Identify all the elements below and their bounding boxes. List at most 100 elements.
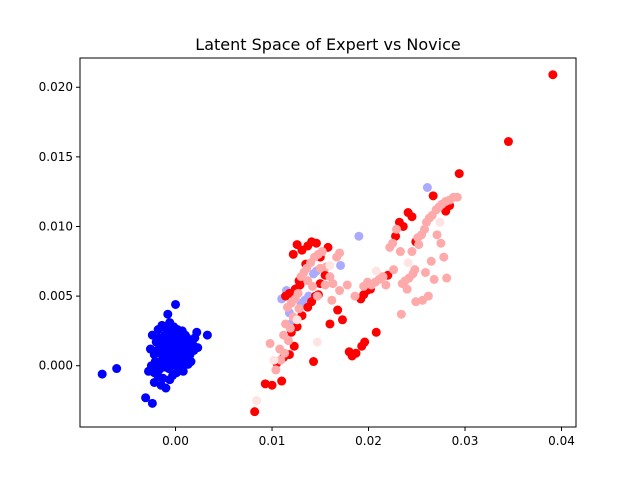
- data-point-s2-44: [398, 221, 408, 231]
- points-layer: [97, 70, 558, 417]
- plot-frame: [79, 57, 577, 428]
- data-point-s4-0: [252, 396, 262, 406]
- data-point-s3-52: [436, 238, 446, 248]
- data-point-s1-9: [336, 260, 346, 270]
- data-point-s0-79: [164, 364, 174, 374]
- data-point-s3-37: [410, 265, 420, 275]
- data-point-s0-77: [147, 330, 157, 340]
- data-point-s3-63: [426, 256, 436, 266]
- data-point-s3-75: [350, 291, 360, 301]
- data-point-s3-40: [420, 224, 429, 234]
- data-point-s0-86: [174, 341, 184, 351]
- data-point-s0-2: [141, 393, 151, 403]
- data-point-s3-38: [414, 240, 424, 250]
- chart-title: Latent Space of Expert vs Novice: [195, 35, 460, 54]
- data-point-s0-80: [173, 348, 183, 358]
- data-point-s3-31: [392, 224, 402, 234]
- data-point-s2-40: [371, 327, 381, 337]
- data-point-s3-23: [315, 263, 325, 273]
- data-point-s3-17: [328, 279, 338, 289]
- data-point-s2-19: [288, 249, 298, 259]
- data-point-s0-0: [97, 369, 107, 379]
- data-point-s0-83: [168, 336, 178, 346]
- y-tick-label: 0.005: [39, 289, 73, 303]
- data-point-s3-50: [452, 192, 462, 202]
- x-tick-label: 0.01: [259, 434, 286, 448]
- data-point-s4-4: [325, 260, 335, 270]
- data-point-s2-28: [325, 319, 335, 329]
- y-tick-label: 0.010: [39, 219, 73, 233]
- data-point-s0-89: [162, 327, 172, 337]
- data-point-s0-63: [172, 325, 182, 335]
- data-point-s3-24: [320, 280, 330, 290]
- data-point-s0-30: [202, 330, 212, 340]
- data-point-s3-64: [420, 267, 430, 277]
- data-point-s0-64: [163, 309, 173, 319]
- data-point-s3-57: [418, 295, 428, 305]
- y-tick-label: 0.015: [39, 150, 73, 164]
- data-point-s0-82: [181, 344, 191, 354]
- data-point-s0-88: [182, 333, 192, 343]
- data-point-s3-32: [395, 247, 405, 257]
- data-point-s3-54: [442, 273, 452, 283]
- data-point-s3-0: [265, 338, 275, 348]
- data-point-s3-55: [429, 274, 439, 284]
- data-point-s3-58: [411, 297, 421, 307]
- data-point-s3-59: [396, 309, 406, 319]
- data-point-s3-28: [378, 272, 388, 282]
- data-point-s4-2: [292, 315, 302, 325]
- data-point-s0-85: [159, 352, 169, 362]
- data-point-s3-21: [283, 336, 293, 346]
- x-tick-label: 0.02: [355, 434, 382, 448]
- data-point-s4-3: [312, 337, 322, 347]
- x-tick-label: 0.00: [162, 434, 189, 448]
- data-point-s0-84: [156, 340, 166, 350]
- y-axis: 0.000 0.005 0.010 0.015 0.020: [39, 80, 80, 373]
- data-point-s3-16: [325, 272, 335, 282]
- data-point-s3-53: [439, 252, 449, 262]
- data-point-s2-53: [548, 70, 558, 80]
- data-point-s3-19: [335, 248, 345, 258]
- data-point-s2-9: [292, 322, 302, 332]
- data-point-s2-2: [267, 380, 277, 390]
- data-point-s2-35: [360, 337, 370, 347]
- data-point-s3-62: [413, 233, 423, 243]
- data-point-s2-46: [407, 212, 417, 222]
- data-point-s2-52: [503, 137, 513, 147]
- data-point-s1-11: [422, 183, 432, 192]
- data-point-s0-73: [180, 351, 190, 361]
- data-point-s2-29: [333, 305, 343, 315]
- data-point-s3-72: [327, 295, 337, 305]
- data-point-s3-73: [335, 286, 345, 296]
- x-axis: 0.00 0.01 0.02 0.03 0.04: [162, 427, 575, 448]
- data-point-s2-30: [337, 315, 347, 325]
- data-point-s3-68: [359, 281, 369, 291]
- data-point-s4-7: [435, 217, 445, 227]
- data-point-s3-7: [293, 288, 303, 298]
- data-point-s3-30: [388, 238, 398, 248]
- data-point-s1-10: [354, 231, 364, 241]
- data-point-s3-74: [342, 280, 352, 290]
- x-tick-label: 0.04: [548, 434, 575, 448]
- data-point-s0-78: [158, 373, 168, 383]
- data-point-s4-1: [269, 355, 279, 365]
- data-point-s3-66: [381, 280, 391, 290]
- data-point-s2-3: [277, 376, 287, 386]
- data-point-s3-77: [285, 323, 295, 333]
- data-point-s0-75: [186, 357, 196, 367]
- data-point-s2-0: [250, 407, 260, 417]
- data-point-s4-6: [403, 258, 413, 268]
- data-point-s2-24: [311, 238, 321, 248]
- data-point-s0-87: [188, 340, 198, 350]
- x-tick-label: 0.03: [452, 434, 479, 448]
- data-point-s0-46: [192, 327, 202, 337]
- data-point-s0-76: [145, 344, 155, 354]
- data-point-s2-42: [391, 231, 401, 241]
- data-point-s2-51: [454, 169, 464, 179]
- data-point-s3-65: [389, 265, 399, 275]
- data-point-s0-1: [112, 364, 122, 374]
- y-tick-label: 0.020: [39, 80, 73, 94]
- data-point-s3-70: [308, 281, 318, 291]
- data-point-s3-61: [407, 247, 417, 257]
